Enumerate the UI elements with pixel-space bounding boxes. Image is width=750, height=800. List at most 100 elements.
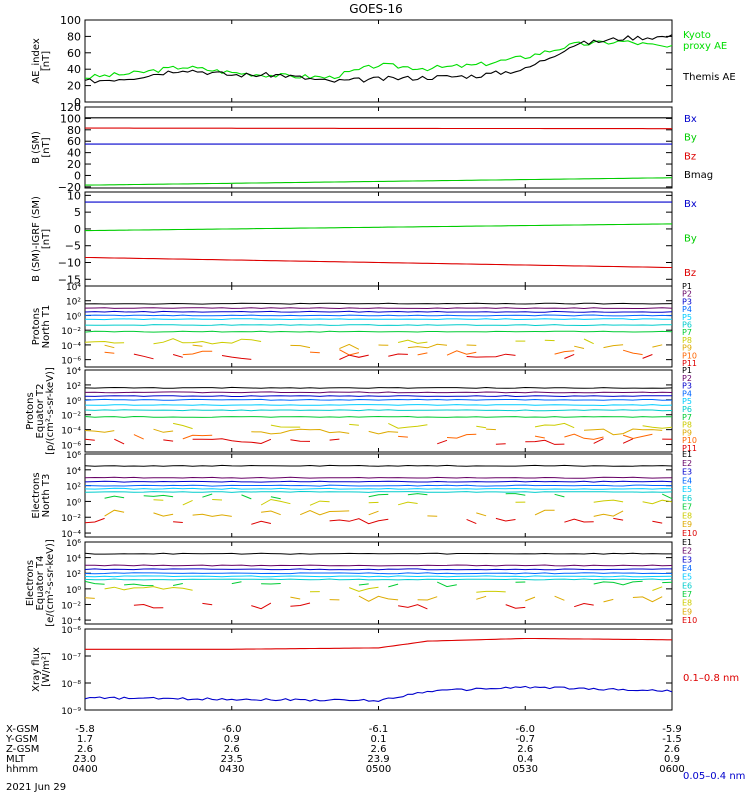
series-line <box>84 310 673 313</box>
series-line <box>368 493 389 498</box>
legend-item: E5 <box>682 485 692 494</box>
legend-item: Themis AE <box>682 72 736 83</box>
y-tick-label: 80 <box>67 124 81 137</box>
series-line <box>84 490 673 493</box>
series-line <box>85 177 673 186</box>
series-line <box>192 438 272 445</box>
series-line <box>192 513 232 517</box>
series-line <box>495 443 506 445</box>
series-line <box>85 223 672 232</box>
y-tick-label: 10² <box>66 298 81 308</box>
series-line <box>388 353 408 357</box>
y-axis-label: AE_index <box>31 38 42 84</box>
series-line <box>436 581 457 588</box>
y-axis-label: Electrons <box>31 472 42 518</box>
footer-value: 2.6 <box>664 744 680 755</box>
series-line <box>182 499 193 506</box>
series-line <box>290 602 311 607</box>
series-line <box>593 580 643 586</box>
legend-item: Kyoto <box>683 30 711 41</box>
series-line <box>661 493 673 500</box>
series-line <box>593 510 624 517</box>
legend-item: E1 <box>682 450 692 459</box>
legend-item: Bz <box>684 151 696 162</box>
series-line <box>84 415 672 418</box>
y-axis-label: Equator T2 <box>35 384 46 439</box>
series-line <box>290 439 311 442</box>
series-line <box>261 583 281 585</box>
series-line <box>85 127 672 130</box>
footer-value: -5.9 <box>662 724 682 735</box>
y-tick-label: 100 <box>60 112 81 125</box>
footer-value: -6.1 <box>369 724 389 735</box>
series-line <box>182 434 213 440</box>
y-tick-label: 10⁻² <box>61 327 81 337</box>
series-line <box>84 314 673 317</box>
legend-item: E4 <box>682 476 692 485</box>
panel-electrons_t4: 10⁶ 10⁴ 10² 10⁰ 10⁻² 10⁻⁴ Electrons Equator T4[… <box>25 538 697 627</box>
legend-item: By <box>684 133 697 144</box>
footer-value: 0530 <box>513 764 538 775</box>
series-line <box>368 430 399 435</box>
series-line <box>417 596 438 601</box>
series-line <box>133 434 144 440</box>
footer-value: -6.0 <box>515 724 535 735</box>
y-tick-label: 10⁻⁴ <box>61 617 81 627</box>
y-axis-label: Protons <box>25 392 36 429</box>
series-line <box>163 439 174 442</box>
footer-row-label: X-GSM <box>6 724 39 735</box>
series-line <box>329 518 389 525</box>
footer-value: 0430 <box>219 764 244 775</box>
legend-item: E8 <box>682 599 692 608</box>
series-line <box>153 338 262 345</box>
legend-item: E3 <box>682 555 692 564</box>
legend-item: P7 <box>682 328 692 337</box>
footer-row-label: hhmm <box>6 764 38 775</box>
legend-item: E9 <box>682 607 692 616</box>
series-line <box>84 517 105 524</box>
series-line <box>84 564 673 567</box>
footer-row-label: MLT <box>6 754 26 765</box>
footer-value: 2.6 <box>77 744 93 755</box>
legend-item: P3 <box>682 297 692 306</box>
series-line <box>564 353 575 359</box>
y-tick-label: 60 <box>67 47 81 60</box>
series-line <box>290 596 301 600</box>
y-tick-label: 10⁰ <box>66 312 81 322</box>
series-line <box>534 422 575 429</box>
y-axis-label: North T1 <box>41 305 52 349</box>
series-line <box>574 602 594 608</box>
series-line <box>466 518 477 525</box>
series-line <box>84 340 125 344</box>
legend-item: P7 <box>682 413 692 422</box>
series-line <box>398 435 408 438</box>
series-line <box>486 428 496 431</box>
series-line <box>446 350 477 356</box>
y-axis-label: Protons <box>31 308 42 345</box>
series-line <box>495 517 516 522</box>
series-line <box>84 552 672 555</box>
y-tick-label: 10 <box>67 189 81 202</box>
series-line <box>104 351 115 354</box>
footer-value: 0.4 <box>517 754 533 765</box>
date-label: 2021 Jun 29 <box>6 782 66 793</box>
series-line <box>554 350 575 355</box>
legend-item: E1 <box>682 538 692 547</box>
legend-item: E10 <box>682 529 697 538</box>
series-line <box>476 595 487 600</box>
series-line <box>358 595 399 602</box>
y-axis-label: [W/m²] <box>41 652 52 687</box>
footer-value: 2.6 <box>371 744 387 755</box>
y-tick-label: 10⁻⁶ <box>61 357 81 367</box>
series-line <box>84 580 105 585</box>
footer-value: -6.0 <box>222 724 242 735</box>
legend-item: P5 <box>682 397 692 406</box>
footer-value: 0.1 <box>371 734 387 745</box>
legend-item: 0.1–0.8 nm <box>683 673 739 684</box>
legend-item: proxy AE <box>683 41 727 52</box>
legend-item: E4 <box>682 564 692 573</box>
series-line <box>84 575 673 578</box>
series-line <box>593 438 604 444</box>
y-tick-label: 10⁰ <box>66 498 81 508</box>
